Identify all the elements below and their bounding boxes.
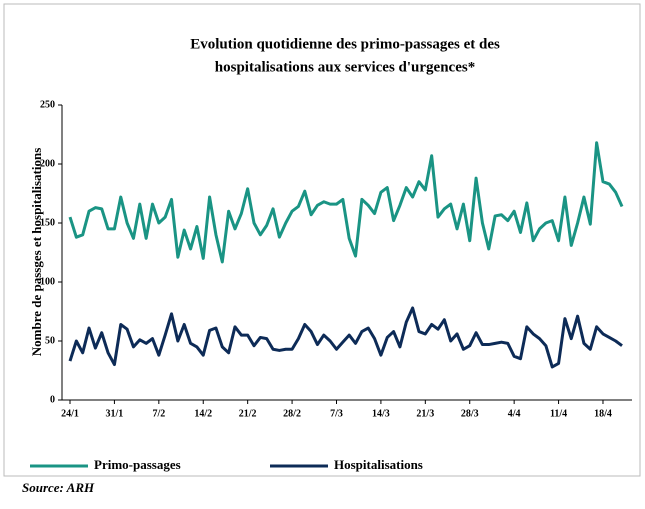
chart-frame — [3, 3, 641, 477]
x-tick-label: 14/3 — [372, 408, 390, 419]
x-tick-label: 4/4 — [508, 408, 521, 419]
x-tick-label: 7/3 — [330, 408, 343, 419]
x-tick-label: 31/1 — [106, 408, 124, 419]
x-tick-label: 21/2 — [239, 408, 257, 419]
y-tick-label: 50 — [45, 335, 55, 346]
y-tick-label: 200 — [40, 158, 55, 169]
data-line — [68, 141, 624, 264]
legend-label: Primo-passages — [94, 457, 181, 472]
data-line — [68, 306, 623, 369]
x-tick-label: 11/4 — [550, 408, 567, 419]
y-tick-label: 100 — [40, 276, 55, 287]
source: Source: ARH — [22, 480, 95, 495]
chart-title: hospitalisations aux services d'urgences… — [215, 59, 475, 75]
y-axis-label: Nombre de passges et hospitalisations — [29, 148, 44, 357]
x-tick-label: 28/3 — [461, 408, 479, 419]
y-tick-label: 250 — [40, 99, 55, 110]
x-tick-label: 28/2 — [283, 408, 301, 419]
chart-title: Evolution quotidienne des primo-passages… — [190, 36, 500, 52]
x-tick-label: 14/2 — [194, 408, 212, 419]
legend-label: Hospitalisations — [334, 457, 423, 472]
x-tick-label: 21/3 — [416, 408, 434, 419]
x-tick-label: 7/2 — [152, 408, 165, 419]
x-tick-label: 24/1 — [61, 408, 79, 419]
y-tick-label: 150 — [40, 217, 55, 228]
y-tick-label: 0 — [50, 394, 55, 405]
x-tick-label: 18/4 — [594, 408, 612, 419]
